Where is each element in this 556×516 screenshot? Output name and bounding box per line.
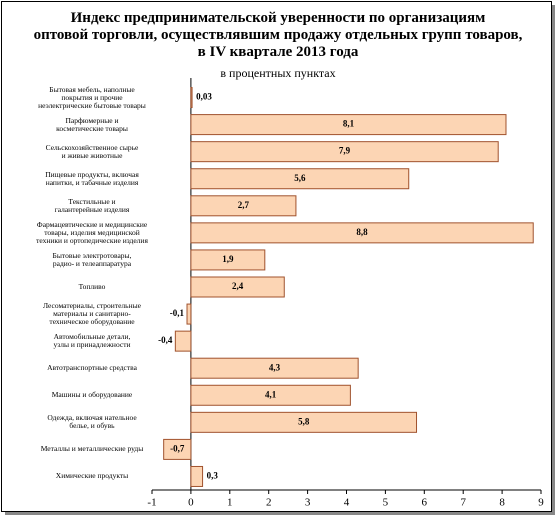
chart-subtitle: в процентных пунктах <box>220 66 336 80</box>
bar <box>190 276 285 298</box>
value-label: 1,9 <box>222 254 234 264</box>
value-label: 7,9 <box>339 146 351 156</box>
x-tick-label: 8 <box>499 497 505 509</box>
bar <box>190 87 193 109</box>
value-label: -0,4 <box>158 335 173 345</box>
category-label: Сельскохозяйственное сырье и живые живот… <box>45 142 139 160</box>
bar <box>190 357 359 379</box>
category-label: Лесоматериалы, строительные материалы и … <box>43 301 141 327</box>
bar <box>190 168 410 190</box>
category-label: Топливо <box>78 282 106 291</box>
shadow <box>5 512 555 515</box>
category-label: Бытовые электротовары, радио- и телеаппа… <box>52 250 132 268</box>
value-label: 4,3 <box>269 362 281 372</box>
value-label: 5,8 <box>298 416 310 426</box>
value-label: 2,4 <box>232 281 244 291</box>
shadow <box>552 5 555 514</box>
x-tick-label: 4 <box>344 497 350 509</box>
bar <box>190 141 499 163</box>
category-label: Автомобильные детали, узлы и принадлежно… <box>53 332 131 350</box>
value-label: -0,7 <box>170 443 185 453</box>
value-label: -0,1 <box>170 308 185 318</box>
x-tick-label: 6 <box>422 497 428 509</box>
category-label: Химические продукты <box>55 471 129 481</box>
category-label: Текстильные и галантерейные изделия <box>54 196 130 214</box>
bar <box>190 465 204 487</box>
bar <box>190 411 418 433</box>
value-label: 8,1 <box>343 119 355 129</box>
category-label: Металлы и металлические руды <box>40 444 144 454</box>
bar <box>186 303 192 325</box>
category-label: Фармацевтические и медицинские товары, и… <box>36 219 148 245</box>
category-label: Парфюмерные и косметические товары <box>56 115 128 133</box>
category-label: Автотранспортные средства <box>47 363 137 373</box>
x-tick-label: 3 <box>305 497 311 509</box>
x-tick-label: 2 <box>266 497 272 509</box>
category-label: Пищевые продукты, включая напитки, и таб… <box>45 169 139 187</box>
bar <box>190 195 297 217</box>
value-label: 0,3 <box>207 471 219 481</box>
value-label: 5,6 <box>294 173 306 183</box>
bar <box>190 114 507 136</box>
category-label: Машины и оборудование <box>51 390 133 400</box>
value-label: 4,1 <box>265 389 277 399</box>
category-label: Одежда, включая нательное белье, и обувь <box>47 413 137 431</box>
value-label: 2,7 <box>238 200 250 210</box>
x-tick-label: 0 <box>188 497 194 509</box>
bar <box>190 384 351 406</box>
x-tick-label: -1 <box>147 497 156 509</box>
x-tick-label: 1 <box>227 497 233 509</box>
bar <box>174 330 192 352</box>
x-tick-label: 5 <box>383 497 389 509</box>
x-tick-label: 7 <box>460 497 466 509</box>
value-label: 0,03 <box>196 92 212 102</box>
value-label: 8,8 <box>356 227 368 237</box>
bar <box>190 222 534 244</box>
x-tick-label: 9 <box>538 497 544 509</box>
chart-title: Индекс предпринимательской уверенности п… <box>33 10 523 60</box>
category-label: Бытовая мебель, наполные покрытия и проч… <box>38 84 146 110</box>
bar <box>190 249 266 271</box>
bar <box>163 438 192 460</box>
